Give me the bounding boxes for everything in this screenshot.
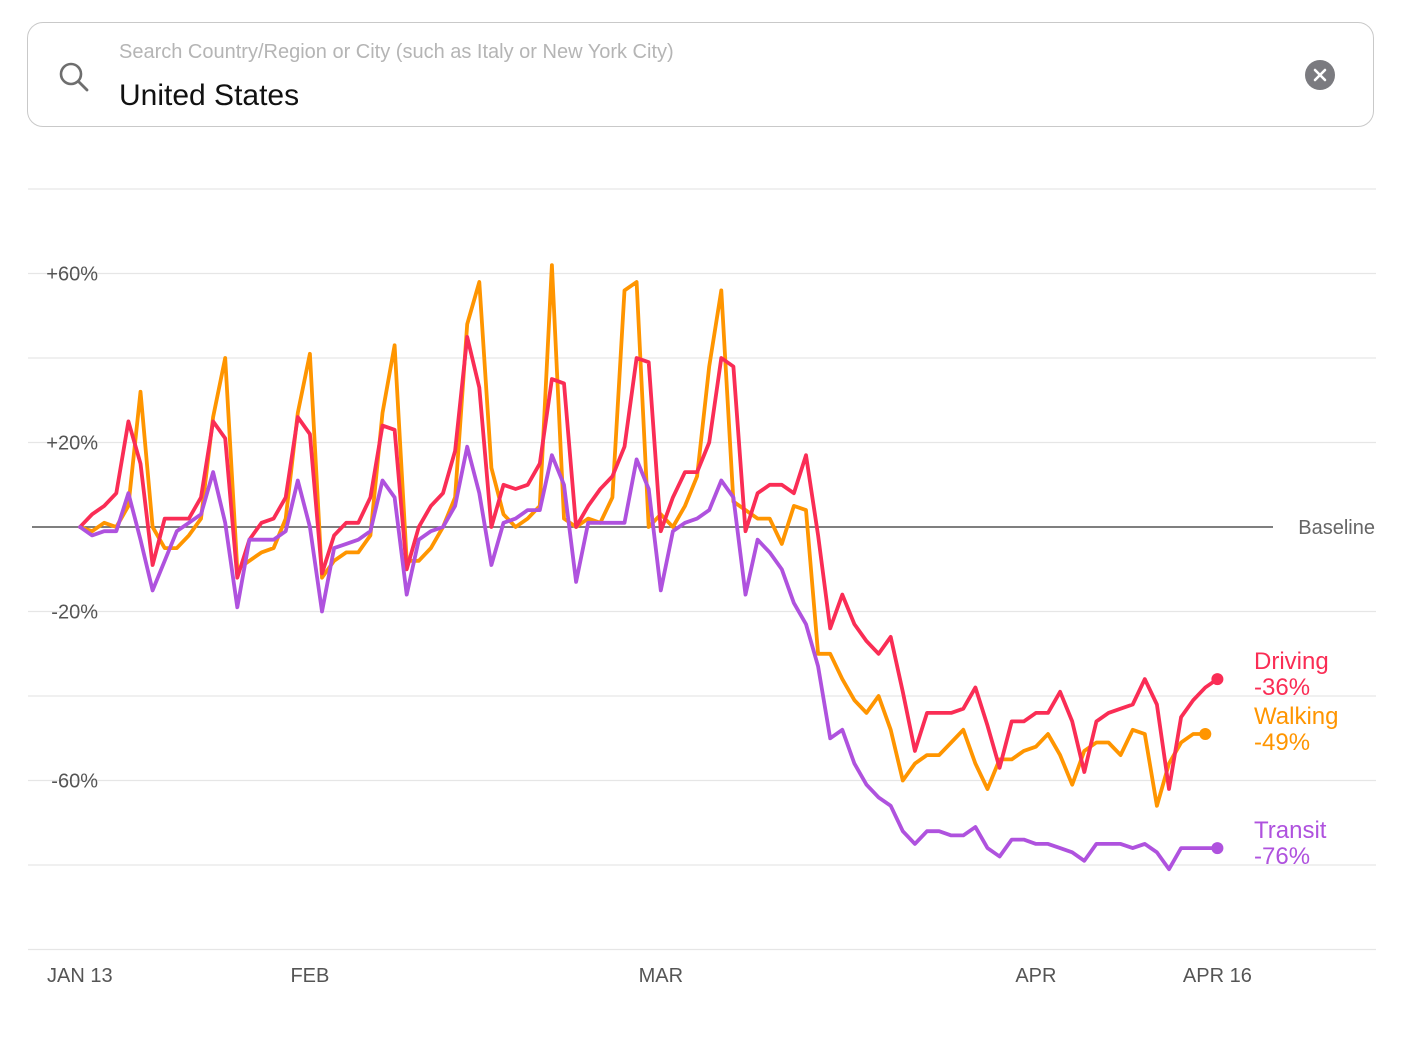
- y-tick-label: +20%: [46, 433, 98, 455]
- search-placeholder: Search Country/Region or City (such as I…: [119, 41, 674, 63]
- search-input[interactable]: [119, 76, 1269, 116]
- series-end-point: [1199, 728, 1212, 741]
- series-line-transit: [78, 444, 1220, 872]
- series-end-labels: Driving-36%Walking-49% Transit-76%: [1199, 648, 1338, 870]
- y-axis-ticks: +60% +20% -20% -60%: [46, 264, 98, 793]
- series-name-label: Transit: [1254, 817, 1327, 844]
- series-value-label: -36%: [1254, 674, 1310, 701]
- series-line-walking: [78, 263, 1208, 808]
- search-icon: [59, 62, 89, 92]
- series-name-label: Driving: [1254, 648, 1329, 675]
- search-bar[interactable]: Search Country/Region or City (such as I…: [27, 22, 1374, 127]
- series-name-label: Walking: [1254, 703, 1338, 730]
- baseline-label: Baseline: [1298, 517, 1375, 539]
- series-line-driving: [78, 334, 1220, 791]
- clear-icon[interactable]: [1304, 59, 1336, 91]
- series-lines: [78, 263, 1220, 872]
- y-tick-label: -20%: [51, 602, 98, 624]
- x-axis-ticks: JAN 13 FEB MAR APR APR 16: [47, 965, 1252, 987]
- y-tick-label: +60%: [46, 264, 98, 286]
- series-end-point: [1211, 842, 1224, 855]
- x-tick-label: APR 16: [1183, 965, 1252, 987]
- mobility-chart: +60% +20% -20% -60% JAN 13 FEB MAR APR APR 16 B…: [28, 188, 1376, 987]
- x-tick-label: FEB: [290, 965, 329, 987]
- series-end-point: [1211, 673, 1224, 686]
- x-tick-label: APR: [1015, 965, 1056, 987]
- x-tick-label: JAN 13: [47, 965, 113, 987]
- gridlines: [28, 188, 1376, 951]
- y-tick-label: -60%: [51, 771, 98, 793]
- series-value-label: -76%: [1254, 843, 1310, 870]
- series-value-label: -49%: [1254, 729, 1310, 756]
- x-tick-label: MAR: [639, 965, 683, 987]
